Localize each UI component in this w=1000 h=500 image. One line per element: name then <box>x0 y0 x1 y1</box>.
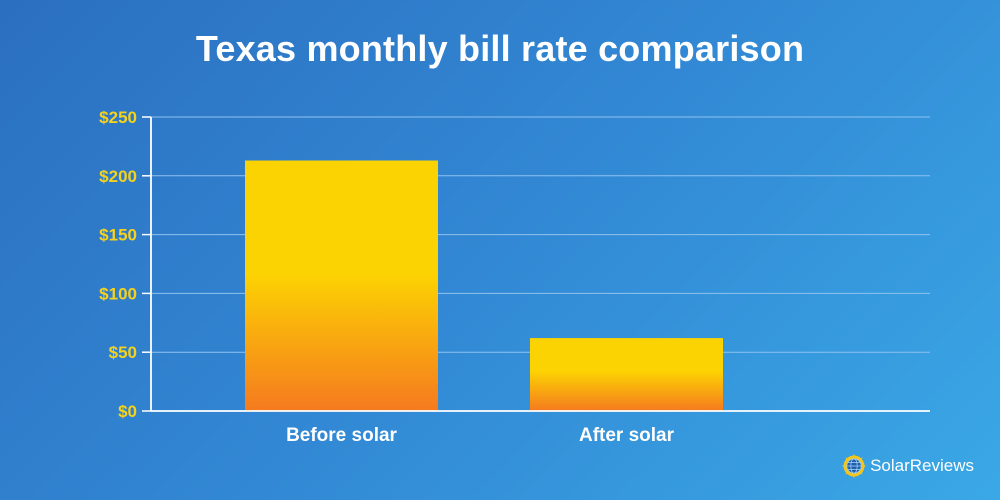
bar-before-solar <box>245 160 438 411</box>
chart-title: Texas monthly bill rate comparison <box>195 28 805 69</box>
brand-logo: SolarReviews <box>842 454 974 478</box>
y-tick-label: $150 <box>99 226 137 245</box>
bars <box>245 160 723 411</box>
y-axis-ticks: $0 $50 $100 $150 $200 $250 <box>99 108 151 421</box>
bar-after-solar <box>530 338 723 411</box>
y-tick-label: $50 <box>109 343 137 362</box>
x-axis-ticks: Before solar After solar <box>286 425 675 446</box>
brand-name: SolarReviews <box>870 456 974 475</box>
y-tick-label: $0 <box>118 402 137 421</box>
y-tick-label: $100 <box>99 284 137 303</box>
axes <box>150 117 930 412</box>
sun-globe-icon <box>842 454 867 478</box>
y-tick-label: $200 <box>99 167 137 186</box>
x-tick-label: After solar <box>579 425 675 446</box>
y-tick-label: $250 <box>99 108 137 127</box>
x-tick-label: Before solar <box>286 425 397 446</box>
